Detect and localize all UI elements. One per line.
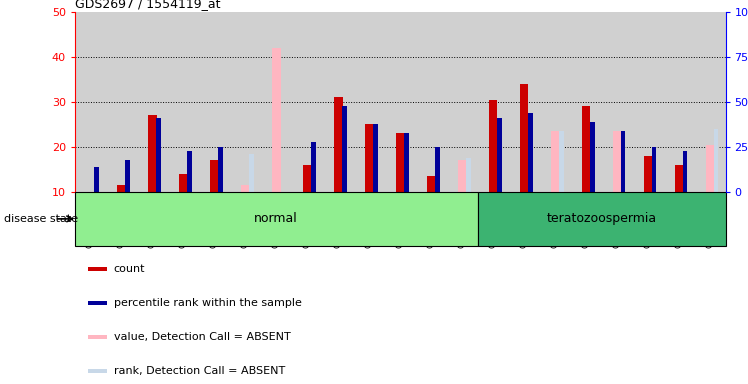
Bar [94, 167, 99, 192]
Text: normal: normal [254, 212, 298, 225]
Text: percentile rank within the sample: percentile rank within the sample [114, 298, 301, 308]
Bar [156, 118, 161, 192]
Bar [601, 12, 633, 192]
Bar [168, 12, 199, 192]
Bar [342, 106, 346, 192]
Text: count: count [114, 264, 145, 274]
Bar [261, 12, 292, 192]
Bar [384, 12, 416, 192]
Bar [105, 12, 137, 192]
Bar [705, 145, 714, 192]
Bar [621, 131, 625, 192]
Bar [334, 97, 343, 192]
Bar [88, 369, 108, 373]
Bar [179, 174, 188, 192]
Bar [88, 301, 108, 305]
Bar [125, 161, 129, 192]
Bar [652, 147, 657, 192]
Bar [582, 106, 590, 192]
Bar [272, 48, 280, 192]
Bar [528, 113, 533, 192]
Bar [539, 12, 571, 192]
Bar [416, 12, 447, 192]
Bar [292, 12, 322, 192]
Bar [218, 147, 223, 192]
Bar [520, 84, 529, 192]
Bar [447, 12, 478, 192]
Bar [683, 151, 687, 192]
Bar [427, 176, 435, 192]
Bar [365, 124, 373, 192]
Bar [478, 12, 509, 192]
Text: disease state: disease state [4, 214, 78, 224]
Bar [466, 158, 470, 192]
Text: value, Detection Call = ABSENT: value, Detection Call = ABSENT [114, 332, 290, 342]
Bar [590, 122, 595, 192]
Bar [435, 147, 440, 192]
Bar [354, 12, 384, 192]
Bar [88, 335, 108, 339]
Bar [241, 185, 250, 192]
Bar [148, 115, 156, 192]
Text: rank, Detection Call = ABSENT: rank, Detection Call = ABSENT [114, 366, 285, 376]
Bar [210, 161, 218, 192]
Bar [75, 192, 478, 246]
Bar [187, 151, 191, 192]
Bar [695, 12, 726, 192]
Bar [633, 12, 663, 192]
Bar [559, 131, 563, 192]
Bar [303, 165, 312, 192]
Bar [199, 12, 230, 192]
Bar [478, 192, 726, 246]
Text: teratozoospermia: teratozoospermia [547, 212, 657, 225]
Bar [675, 165, 684, 192]
Bar [137, 12, 168, 192]
Bar [373, 124, 378, 192]
Bar [249, 154, 254, 192]
Bar [458, 161, 467, 192]
Bar [497, 118, 502, 192]
Bar [644, 156, 652, 192]
Bar [75, 12, 105, 192]
Bar [88, 267, 108, 271]
Bar [551, 131, 560, 192]
Bar [404, 133, 408, 192]
Bar [488, 99, 497, 192]
Bar [230, 12, 261, 192]
Bar [613, 131, 622, 192]
Bar [322, 12, 354, 192]
Text: GDS2697 / 1554119_at: GDS2697 / 1554119_at [75, 0, 221, 10]
Bar [663, 12, 695, 192]
Bar [117, 185, 126, 192]
Bar [714, 129, 719, 192]
Bar [311, 142, 316, 192]
Bar [571, 12, 601, 192]
Bar [509, 12, 539, 192]
Bar [396, 133, 405, 192]
